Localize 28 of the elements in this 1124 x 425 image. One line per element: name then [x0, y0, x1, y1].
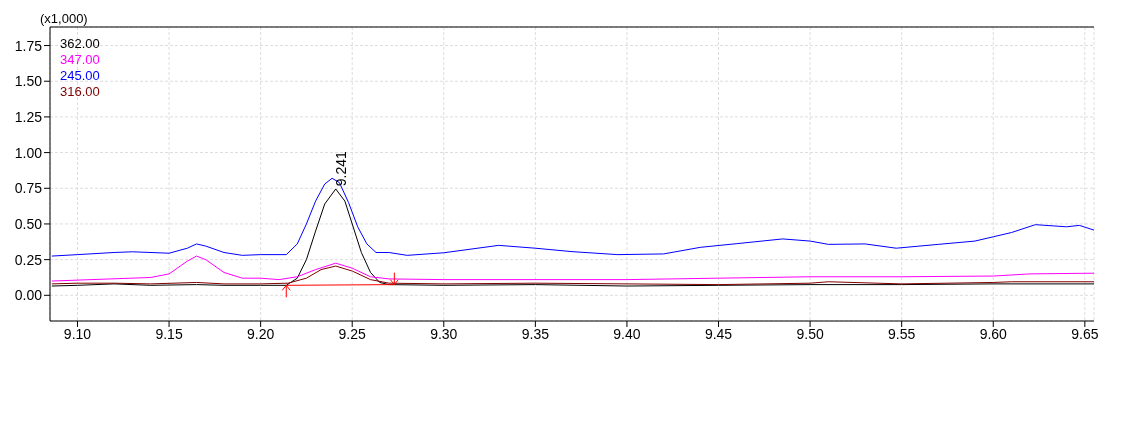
x-tick-label: 9.35	[521, 325, 550, 342]
x-tick-label: 9.60	[979, 325, 1008, 342]
x-tick-label: 9.40	[613, 325, 641, 342]
y-tick-label: 1.00	[14, 144, 43, 161]
x-tick-label: 9.20	[247, 325, 275, 342]
x-tick-label: 9.65	[1071, 325, 1099, 342]
y-tick-label: 1.25	[14, 108, 43, 125]
text: 316.00	[60, 84, 100, 100]
text: 362.00	[60, 36, 100, 52]
x-tick-label: 9.30	[430, 325, 458, 342]
y-tick-label: 1.50	[14, 73, 43, 90]
y-tick-label: 1.75	[14, 37, 43, 54]
line-series	[51, 265, 1094, 286]
y-tick-label: 0.50	[14, 215, 43, 232]
text: 347.00	[60, 52, 100, 68]
x-tick-label: 9.50	[796, 325, 824, 342]
annotation: 9.241	[332, 151, 349, 187]
x-tick-label: 9.55	[888, 325, 916, 342]
y-tick-label: 0.00	[14, 287, 43, 304]
x-tick-label: 9.45	[704, 325, 733, 342]
x-tick-label: 9.10	[63, 325, 92, 342]
y-axis-title: (x1,000)	[40, 11, 88, 26]
text: 245.00	[60, 68, 100, 84]
y-tick-label: 0.75	[14, 180, 43, 197]
x-tick-label: 9.15	[155, 325, 183, 342]
x-tick-label: 9.25	[338, 325, 367, 342]
line-series	[51, 255, 1094, 282]
y-tick-label: 0.25	[14, 251, 43, 268]
